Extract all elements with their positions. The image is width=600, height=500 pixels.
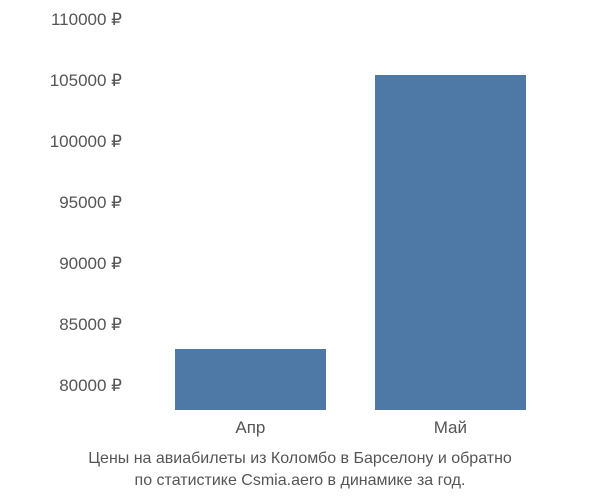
- bar: [375, 75, 526, 410]
- y-tick-label: 100000 ₽: [50, 132, 122, 152]
- y-tick-label: 95000 ₽: [59, 193, 122, 213]
- x-tick-label: Май: [434, 418, 467, 438]
- y-tick-label: 110000 ₽: [51, 10, 122, 30]
- y-tick-label: 105000 ₽: [50, 71, 122, 91]
- chart-caption: Цены на авиабилеты из Коломбо в Барселон…: [0, 448, 600, 491]
- caption-line-1: Цены на авиабилеты из Коломбо в Барселон…: [0, 448, 600, 470]
- y-tick-label: 90000 ₽: [59, 254, 122, 274]
- caption-line-2: по статистике Csmia.aero в динамике за г…: [0, 470, 600, 492]
- y-tick-label: 80000 ₽: [59, 376, 122, 396]
- price-chart: 80000 ₽ 85000 ₽ 90000 ₽ 95000 ₽ 100000 ₽ 1050…: [0, 0, 600, 500]
- bar: [175, 349, 326, 410]
- plot-area: [130, 20, 560, 410]
- x-tick-label: Апр: [235, 418, 265, 438]
- y-tick-label: 85000 ₽: [59, 315, 122, 335]
